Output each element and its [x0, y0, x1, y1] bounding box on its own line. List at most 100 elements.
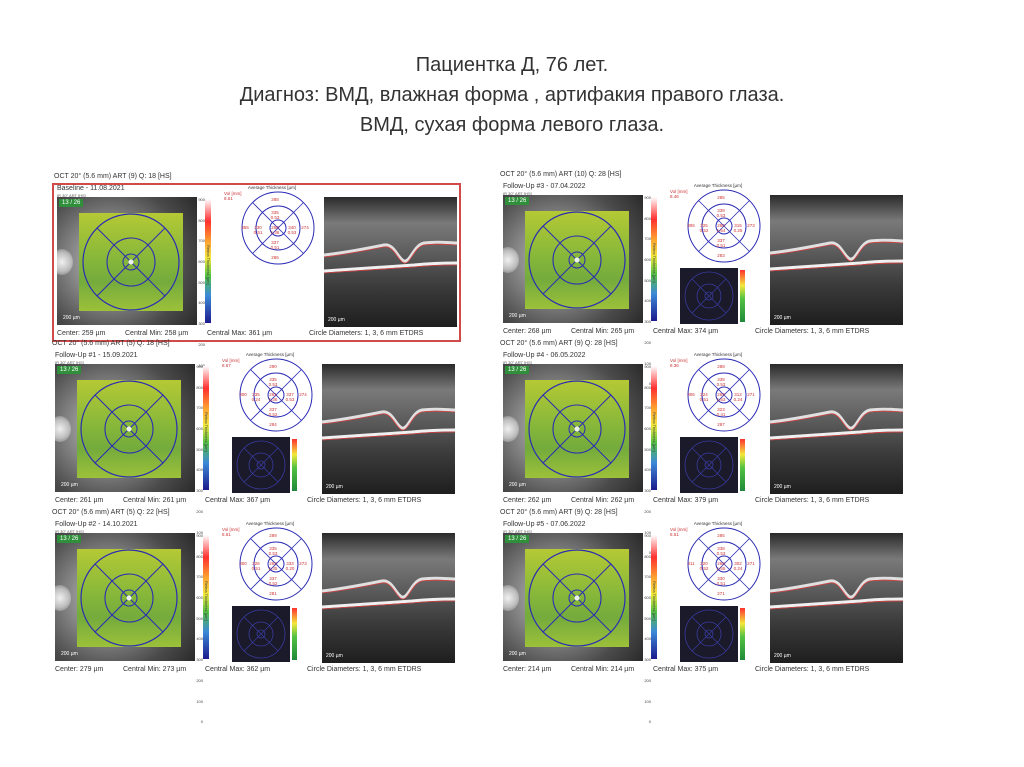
thickness-colorbar: [651, 197, 657, 321]
colorbar-tick: 600: [196, 595, 203, 601]
etdrs-value-tv: 0.51: [253, 230, 263, 235]
thickness-change-map: Thickness Change [µm]: [232, 437, 290, 493]
thickness-colorbar: [203, 366, 209, 490]
colorbar-tick: 600: [196, 426, 203, 432]
colorbar-tick: 900: [644, 195, 651, 200]
etdrs-value-tv: 0.24: [251, 397, 261, 402]
oct-title: OCT 20° (5.6 mm) ART (9) Q: 18 [HS]: [54, 173, 172, 180]
etdrs-value-n6: 274: [301, 225, 309, 230]
colorbar-tick: 200: [196, 508, 203, 514]
colorbar-label: Retina Thickness [µm]: [204, 412, 209, 452]
colorbar-tick: 100: [196, 529, 203, 535]
thickness-change-colorbar: [740, 608, 745, 660]
retina-layers: [324, 240, 457, 274]
volume-label: Vol [mm]: [224, 191, 242, 196]
etdrs-value-n6: 274: [299, 392, 307, 397]
colorbar-ticks: 900 800 700 600 500 400 300 200 100 0: [643, 195, 651, 402]
thickness-change-colorbar: [740, 439, 745, 491]
etdrs-value-t: 326: [252, 561, 260, 566]
report-subheader: IR 30° ART [HS]: [55, 529, 84, 534]
etdrs-value-c: 269: [717, 392, 725, 397]
central-max-thickness: Central Max: 361 µm: [207, 330, 273, 337]
etdrs-value-c: 262: [269, 561, 277, 566]
thickness-colorbar: [203, 535, 209, 659]
colorbar-tick: 300: [644, 319, 651, 325]
etdrs-rings: [241, 191, 315, 265]
etdrs-value-n6: 271: [747, 561, 755, 566]
etdrs-value-t6: 300: [239, 561, 247, 566]
title-line-3: ВМД, сухая форма левого глаза.: [359, 114, 665, 136]
colorbar-tick: 700: [644, 236, 651, 242]
oct-bscan: 200 µm: [770, 195, 903, 325]
etdrs-value-s: 338: [717, 546, 725, 551]
etdrs-value-iv: 0.52: [268, 581, 278, 586]
colorbar-tick: 400: [196, 467, 203, 473]
optic-disc: [57, 249, 73, 275]
etdrs-chart: Average Thickness [µm] Vol [mm] 8.51 268…: [670, 521, 766, 602]
title-line-1: Пациентка Д, 76 лет.: [415, 54, 609, 76]
fundus-thickness-map: 13 / 26 200 µm: [503, 364, 643, 492]
etdrs-value-cv: 1.36: [268, 397, 278, 402]
volume-readout: Vol [mm] 8.36: [670, 358, 688, 368]
etdrs-value-nv: 0.25: [733, 228, 743, 233]
etdrs-grid-overlay: [80, 549, 178, 647]
etdrs-value-c: 280: [717, 223, 725, 228]
central-max-thickness: Central Max: 374 µm: [653, 328, 719, 335]
etdrs-value-cv: 1.55: [716, 566, 726, 571]
report-header: Baseline - 11.08.2021: [57, 185, 125, 192]
colorbar-tick: 900: [198, 197, 205, 202]
colorbar-tick: 900: [196, 364, 203, 369]
etdrs-value-n: 302: [734, 561, 742, 566]
etdrs-rings: [687, 527, 761, 601]
volume-label: Vol [mm]: [670, 527, 688, 532]
report-subheader: IR 30° ART [HS]: [55, 360, 84, 365]
colorbar-tick: 100: [196, 698, 203, 704]
fundus-scale-label: 200 µm: [63, 315, 80, 321]
thickness-change-grid: [684, 271, 734, 321]
colorbar-tick: 200: [198, 341, 205, 347]
etdrs-value-s: 339: [717, 208, 725, 213]
scan-count-badge: 13 / 26: [59, 199, 84, 207]
central-min-thickness: Central Min: 265 µm: [571, 328, 635, 335]
scan-count-badge: 13 / 26: [505, 366, 530, 374]
colorbar-tick: 100: [644, 529, 651, 535]
etdrs-value-s6: 285: [717, 533, 725, 538]
center-thickness: Center: 261 µm: [55, 497, 104, 504]
oct-title: OCT 20° (5.6 mm) ART (5) Q: 18 [HS]: [52, 340, 170, 347]
center-thickness: Center: 279 µm: [55, 666, 104, 673]
oct-scale-label: 200 µm: [774, 315, 791, 321]
slide-title: Пациентка Д, 76 лет. Диагноз: ВМД, влажн…: [0, 50, 1024, 140]
volume-value: 8.67: [222, 363, 231, 368]
colorbar-tick: 500: [196, 615, 203, 621]
thickness-change-colorbar: [292, 608, 297, 660]
colorbar-tick: 400: [196, 636, 203, 642]
average-thickness-label: Average Thickness [µm]: [693, 352, 743, 357]
central-max-thickness: Central Max: 367 µm: [205, 497, 271, 504]
fundus-scale-label: 200 µm: [509, 651, 526, 657]
volume-readout: Vol [mm] 8.61: [222, 527, 240, 537]
colorbar-tick: 200: [644, 508, 651, 514]
etdrs-value-t6: 355: [241, 225, 249, 230]
etdrs-value-t: 335: [252, 392, 260, 397]
circle-diameters: Circle Diameters: 1, 3, 6 mm ETDRS: [755, 666, 870, 673]
thickness-colorbar: [205, 199, 211, 323]
etdrs-value-sv: 0.53: [716, 551, 726, 556]
colorbar-tick: 500: [644, 277, 651, 283]
etdrs-value-t6: 300: [239, 392, 247, 397]
volume-label: Vol [mm]: [670, 358, 688, 363]
report-subheader: IR 30° ART [HS]: [503, 360, 532, 365]
scan-count-badge: 13 / 26: [57, 535, 82, 543]
retina-layers: [322, 576, 455, 610]
volume-label: Vol [mm]: [670, 189, 688, 194]
etdrs-value-nv: 0.20: [285, 566, 295, 571]
colorbar-tick: 500: [644, 446, 651, 452]
colorbar-tick: 300: [196, 657, 203, 663]
etdrs-value-iv: 0.51: [716, 581, 726, 586]
etdrs-value-nv: 0.24: [733, 397, 743, 402]
etdrs-value-i: 337: [271, 240, 279, 245]
circle-diameters: Circle Diameters: 1, 3, 6 mm ETDRS: [755, 497, 870, 504]
fundus-thickness-map: 13 / 26 200 µm: [55, 533, 195, 661]
report-subheader: IR 30° ART [HS]: [503, 191, 532, 196]
center-thickness: Center: 259 µm: [57, 330, 106, 337]
colorbar-tick: 700: [198, 238, 205, 244]
